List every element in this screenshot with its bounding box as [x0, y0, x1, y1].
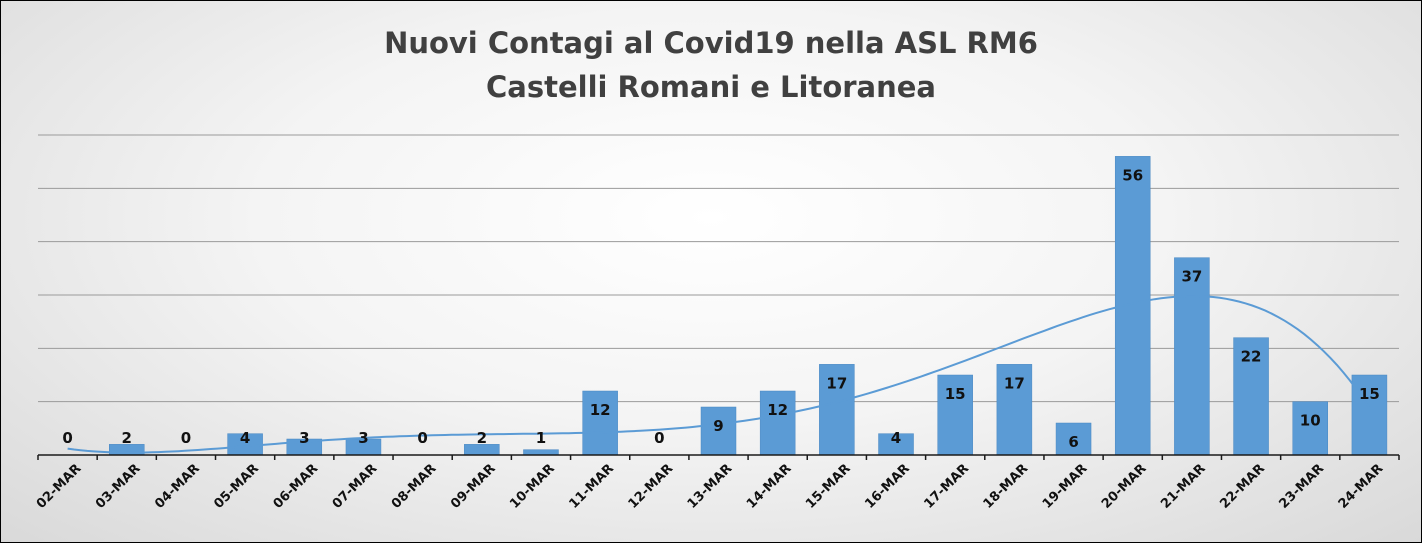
bar	[582, 390, 618, 456]
x-tick-label: 07-MAR	[330, 461, 381, 512]
x-tick-label: 24-MAR	[1336, 461, 1387, 512]
data-label: 10	[1300, 412, 1321, 430]
bar	[819, 364, 855, 456]
x-tick-label: 21-MAR	[1158, 461, 1209, 512]
x-tick-label: 08-MAR	[389, 461, 440, 512]
data-label: 4	[891, 429, 901, 447]
x-tick-label: 12-MAR	[626, 461, 677, 512]
x-tick-label: 23-MAR	[1277, 461, 1328, 512]
data-label: 3	[358, 429, 368, 447]
data-label: 17	[1004, 374, 1025, 392]
x-tick-label: 20-MAR	[1099, 461, 1150, 512]
data-label: 0	[181, 429, 191, 447]
data-label: 3	[299, 429, 309, 447]
x-tick-label: 02-MAR	[34, 461, 85, 512]
bar	[937, 374, 973, 456]
data-label: 1	[536, 429, 546, 447]
trendline	[67, 295, 1371, 454]
x-tick-label: 15-MAR	[803, 461, 854, 512]
bar	[759, 390, 796, 456]
x-tick-label: 18-MAR	[981, 461, 1032, 512]
data-label: 22	[1241, 348, 1262, 366]
data-label: 12	[767, 401, 788, 419]
chart-title: Nuovi Contagi al Covid19 nella ASL RM6 C…	[1, 21, 1421, 109]
bar	[1292, 401, 1328, 456]
title-line-2: Castelli Romani e Litoranea	[485, 70, 936, 104]
data-label: 9	[713, 417, 723, 435]
bar	[700, 406, 737, 456]
x-tick-label: 16-MAR	[862, 461, 913, 512]
x-tick-label: 13-MAR	[685, 461, 736, 512]
x-tick-label: 06-MAR	[271, 461, 322, 512]
x-tick-label: 17-MAR	[921, 461, 972, 512]
x-tick-label: 10-MAR	[507, 461, 558, 512]
bar	[1174, 257, 1210, 456]
data-label: 2	[122, 429, 132, 447]
x-tick-label: 14-MAR	[744, 461, 795, 512]
bar	[523, 449, 559, 456]
title-line-1: Nuovi Contagi al Covid19 nella ASL RM6	[384, 26, 1038, 60]
data-label: 15	[1359, 385, 1380, 403]
x-tick-label: 11-MAR	[566, 461, 617, 512]
data-label: 15	[945, 385, 966, 403]
data-label: 4	[240, 429, 250, 447]
data-label: 17	[826, 374, 847, 392]
x-tick-label: 05-MAR	[211, 461, 262, 512]
data-label: 37	[1181, 268, 1202, 286]
bar	[1351, 374, 1388, 456]
x-tick-label: 04-MAR	[152, 461, 203, 512]
data-label: 0	[417, 429, 427, 447]
data-label: 0	[654, 429, 664, 447]
bar	[1233, 337, 1269, 456]
x-tick-label: 03-MAR	[93, 461, 144, 512]
data-label: 0	[62, 429, 72, 447]
data-label: 56	[1122, 166, 1143, 184]
data-label: 2	[477, 429, 487, 447]
x-tick-label: 09-MAR	[448, 461, 499, 512]
bar	[1055, 422, 1092, 456]
data-label: 6	[1068, 433, 1078, 451]
data-label: 12	[590, 401, 611, 419]
x-tick-label: 22-MAR	[1217, 461, 1268, 512]
x-tick-label: 19-MAR	[1040, 461, 1091, 512]
bar	[996, 364, 1033, 456]
